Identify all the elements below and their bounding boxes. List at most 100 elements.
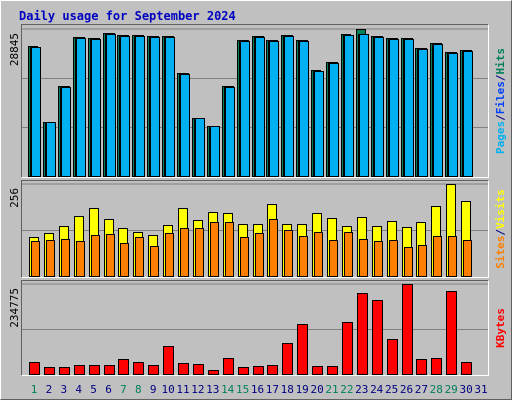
bar — [312, 366, 323, 375]
x-tick-label: 6 — [105, 383, 112, 396]
x-tick-label: 22 — [340, 383, 353, 396]
bar — [76, 38, 86, 177]
bar — [255, 37, 265, 177]
bar — [404, 247, 413, 277]
legend-separator: / — [494, 74, 507, 81]
x-tick-label: 17 — [266, 383, 279, 396]
x-tick-label: 12 — [191, 383, 204, 396]
x-tick-label: 9 — [150, 383, 157, 396]
bar — [225, 222, 234, 277]
bar — [148, 365, 159, 375]
bar — [446, 291, 457, 375]
x-tick-label: 7 — [120, 383, 127, 396]
bar — [118, 359, 129, 375]
x-tick-label: 4 — [75, 383, 82, 396]
legend-entry: Pages — [494, 121, 507, 154]
bar — [106, 234, 115, 277]
panel-edge-light — [21, 280, 489, 376]
bar — [240, 237, 249, 277]
x-tick-label: 5 — [90, 383, 97, 396]
bar — [223, 358, 234, 375]
x-tick-label: 16 — [251, 383, 264, 396]
bar — [433, 236, 442, 277]
bar — [59, 367, 70, 375]
x-tick-label: 8 — [135, 383, 142, 396]
x-tick-label: 2 — [46, 383, 53, 396]
bar — [178, 363, 189, 375]
bar — [74, 365, 85, 375]
x-tick-label: 24 — [370, 383, 384, 396]
bar — [359, 34, 369, 177]
bar — [180, 74, 190, 177]
legend: KBytes — [494, 308, 507, 348]
panel-edge-dark — [21, 280, 489, 376]
chart-title: Daily usage for September 2024 — [19, 9, 236, 23]
bar — [416, 359, 427, 375]
x-tick-label: 20 — [310, 383, 323, 396]
x-tick-label: 14 — [221, 383, 235, 396]
bar — [61, 239, 70, 277]
legend-entry: Visits — [494, 189, 507, 229]
bar — [135, 237, 144, 277]
panel-edge-dark — [21, 24, 489, 178]
bar — [195, 118, 205, 177]
legend: Sites/Visits — [494, 189, 507, 269]
bar — [255, 233, 264, 277]
bar — [225, 87, 235, 177]
x-tick-label: 21 — [325, 383, 338, 396]
bar — [61, 87, 71, 177]
legend-entry: Sites — [494, 236, 507, 269]
bar — [104, 365, 115, 375]
panel-edge-light — [21, 24, 489, 178]
legend-entry: Hits — [494, 48, 507, 75]
y-tick-label: 256 — [8, 188, 21, 208]
bar — [76, 241, 85, 277]
bar — [461, 362, 472, 375]
x-tick-label: 18 — [281, 383, 294, 396]
bar — [297, 324, 308, 375]
x-tick-label: 25 — [385, 383, 398, 396]
x-tick-label: 3 — [60, 383, 67, 396]
bar — [180, 228, 189, 277]
bar — [46, 122, 56, 177]
bar — [431, 358, 442, 375]
bar — [210, 222, 219, 277]
bar — [253, 366, 264, 375]
bar — [91, 235, 100, 277]
x-tick-label: 10 — [161, 383, 174, 396]
legend-entry: Files — [494, 81, 507, 114]
bar — [135, 36, 145, 177]
bar — [208, 370, 219, 375]
x-tick-label: 26 — [400, 383, 413, 396]
x-tick-label: 15 — [236, 383, 249, 396]
x-tick-label: 30 — [459, 383, 472, 396]
bar — [193, 364, 204, 375]
bar — [267, 365, 278, 375]
bar — [120, 36, 130, 177]
y-tick-label: 234775 — [8, 288, 21, 328]
bar — [210, 126, 220, 177]
bar — [314, 232, 323, 277]
x-tick-label: 29 — [445, 383, 458, 396]
panel-edge-dark — [21, 180, 489, 278]
bar — [163, 346, 174, 375]
legend-separator: / — [494, 114, 507, 121]
bar — [404, 39, 414, 177]
bar — [150, 246, 159, 277]
bar — [299, 236, 308, 277]
bar — [344, 35, 354, 177]
legend: Pages/Files/Hits — [494, 48, 507, 154]
bar — [31, 241, 40, 277]
bar — [342, 322, 353, 375]
bar — [389, 39, 399, 177]
bar — [240, 41, 250, 177]
bar — [165, 233, 174, 277]
legend-entry: KBytes — [494, 308, 507, 348]
bar — [238, 367, 249, 375]
bar — [120, 243, 129, 277]
bar — [44, 367, 55, 375]
bar — [448, 53, 458, 177]
x-tick-label: 19 — [296, 383, 309, 396]
bar — [372, 300, 383, 375]
